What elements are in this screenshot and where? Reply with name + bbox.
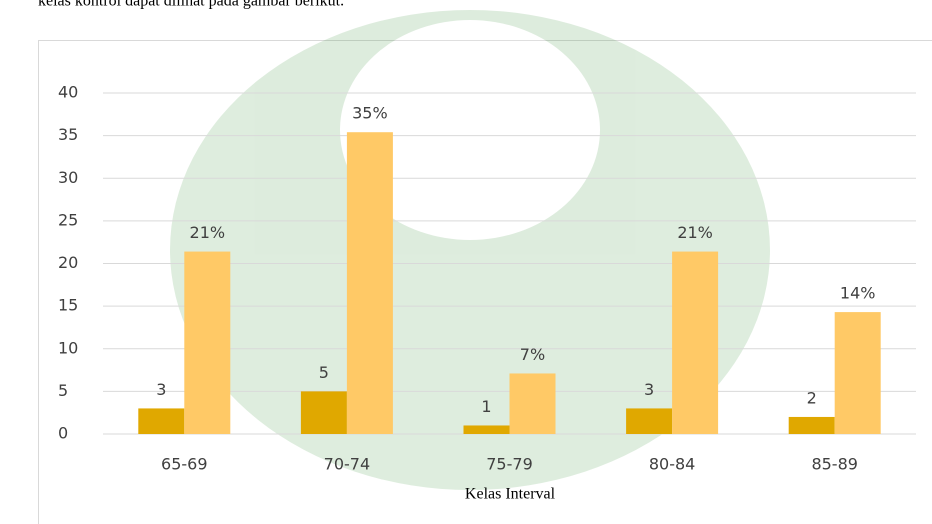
- x-tick-label: 75-79: [486, 455, 533, 474]
- bar: [672, 252, 718, 434]
- x-tick-label: 80-84: [649, 455, 696, 474]
- data-label: 2: [807, 388, 817, 407]
- x-axis-title: Kelas Interval: [465, 486, 556, 503]
- x-tick-label: 65-69: [161, 455, 208, 474]
- y-tick-label: 30: [58, 168, 78, 187]
- bar: [184, 252, 230, 434]
- data-label: 21%: [190, 223, 226, 242]
- y-tick-label: 10: [58, 338, 78, 357]
- y-tick-label: 25: [58, 210, 78, 229]
- y-tick-label: 15: [58, 296, 78, 315]
- data-label: 5: [319, 363, 329, 382]
- data-label: 35%: [352, 104, 388, 123]
- bar: [510, 373, 556, 434]
- data-label: 3: [644, 380, 654, 399]
- x-tick-label: 85-89: [811, 455, 858, 474]
- y-tick-label: 0: [58, 424, 68, 443]
- page: kelas kontrol dapat dilihat pada gambar …: [0, 0, 932, 524]
- x-tick-label: 70-74: [324, 455, 371, 474]
- y-tick-label: 35: [58, 125, 78, 144]
- data-label: 3: [156, 380, 166, 399]
- bar: [626, 408, 672, 434]
- bar: [835, 312, 881, 434]
- bar: [347, 132, 393, 434]
- bar: [464, 425, 510, 434]
- data-label: 1: [481, 397, 491, 416]
- y-tick-label: 20: [58, 253, 78, 272]
- bar: [301, 391, 347, 434]
- data-label: 21%: [677, 223, 713, 242]
- bar: [138, 408, 184, 434]
- data-label: 7%: [520, 345, 545, 364]
- intro-text: kelas kontrol dapat dilihat pada gambar …: [38, 0, 344, 10]
- y-tick-label: 40: [58, 83, 78, 102]
- y-tick-label: 5: [58, 381, 68, 400]
- bar: [789, 417, 835, 434]
- data-label: 14%: [840, 284, 876, 303]
